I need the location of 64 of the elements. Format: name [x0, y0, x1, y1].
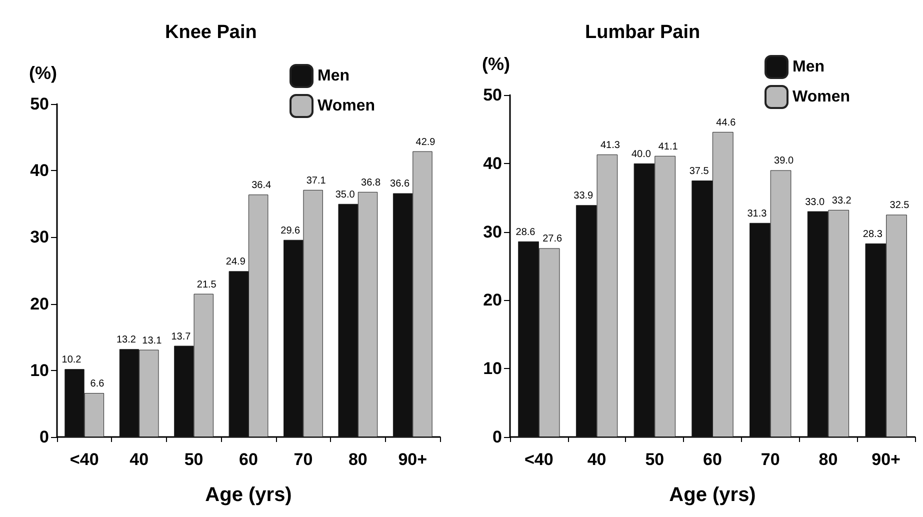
data-label: 36.8 — [361, 177, 381, 188]
y-tick-label: 30 — [483, 222, 502, 242]
x-axis-title: Age (yrs) — [205, 484, 292, 506]
y-tick-label: 10 — [30, 360, 49, 380]
y-tick-label: 40 — [483, 154, 502, 173]
data-label: 24.9 — [226, 256, 246, 268]
x-tick-label: 60 — [703, 450, 722, 469]
x-tick-label: 70 — [294, 450, 313, 469]
x-tick-label: 50 — [184, 450, 204, 469]
y-tick-label: 10 — [483, 359, 502, 378]
data-label: 10.2 — [62, 354, 82, 366]
data-label: 33.0 — [805, 196, 825, 208]
data-label: 33.2 — [832, 195, 852, 206]
data-label: 44.6 — [716, 117, 736, 128]
data-label: 37.1 — [306, 175, 326, 186]
data-label: 39.0 — [774, 156, 794, 167]
data-label: 21.5 — [196, 279, 217, 290]
y-axis-title: (%) — [482, 54, 510, 74]
data-label: 33.9 — [574, 190, 594, 202]
data-label: 27.6 — [542, 234, 563, 245]
data-label: 6.6 — [90, 378, 105, 390]
x-tick-label: 50 — [645, 450, 664, 469]
x-tick-label: 60 — [239, 450, 258, 469]
data-label: 28.3 — [862, 228, 883, 240]
data-label: 28.6 — [516, 226, 536, 238]
x-tick-label: <40 — [70, 450, 99, 469]
x-tick-label: 40 — [587, 450, 606, 469]
data-label: 13.2 — [116, 334, 136, 346]
data-label: 37.5 — [689, 166, 710, 177]
data-label: 35.0 — [335, 189, 356, 200]
y-tick-label: 30 — [30, 228, 49, 247]
legend-label: Women — [318, 98, 375, 114]
x-tick-label: 80 — [818, 450, 838, 469]
chart-title: Lumbar Pain — [585, 22, 700, 43]
x-tick-label: 70 — [760, 450, 780, 469]
legend-label: Men — [318, 68, 350, 84]
x-axis-title: Age (yrs) — [669, 484, 756, 506]
data-label: 13.7 — [171, 331, 192, 342]
y-tick-label: 20 — [483, 290, 502, 310]
data-label: 13.1 — [142, 335, 162, 346]
x-tick-label: 40 — [130, 450, 149, 469]
data-label: 41.1 — [658, 141, 678, 152]
legend-label: Women — [792, 88, 850, 106]
data-label: 31.3 — [747, 208, 768, 220]
x-tick-label: <40 — [524, 450, 554, 469]
legend-label: Men — [792, 58, 825, 76]
data-label: 36.6 — [390, 178, 410, 190]
y-tick-label: 50 — [30, 94, 49, 114]
data-label: 32.5 — [890, 200, 910, 212]
data-label: 41.3 — [600, 140, 620, 152]
chart-title: Knee Pain — [165, 22, 257, 43]
data-label: 42.9 — [416, 136, 436, 148]
x-tick-label: 90+ — [398, 450, 428, 469]
y-tick-label: 50 — [483, 86, 502, 104]
y-tick-label: 0 — [40, 428, 49, 446]
x-tick-label: 80 — [348, 450, 368, 469]
y-tick-label: 0 — [492, 428, 502, 446]
y-tick-label: 40 — [30, 161, 49, 180]
data-label: 40.0 — [631, 148, 652, 160]
y-axis-title: (%) — [29, 63, 57, 83]
y-tick-label: 20 — [30, 294, 49, 314]
data-label: 36.4 — [252, 180, 272, 192]
x-tick-label: 90+ — [872, 450, 901, 469]
data-label: 29.6 — [280, 225, 301, 236]
